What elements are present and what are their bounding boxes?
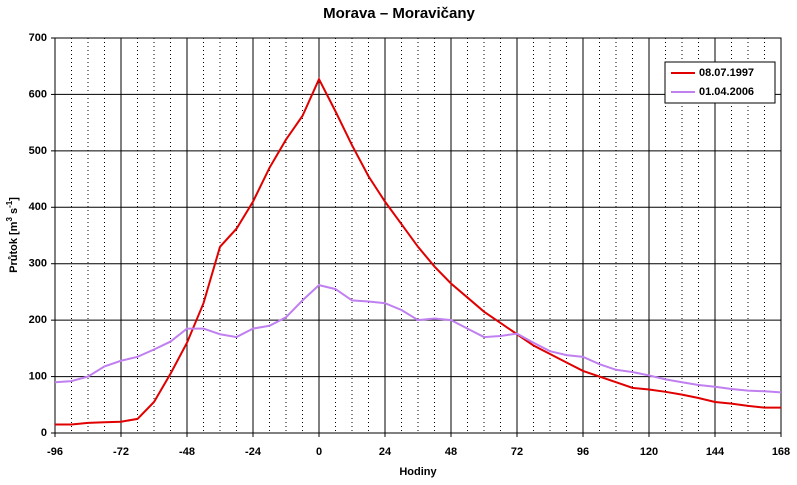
x-tick-label: 48 xyxy=(445,446,457,458)
y-tick-label: 600 xyxy=(29,88,47,100)
x-tick-label: -48 xyxy=(179,446,195,458)
legend-box xyxy=(664,61,776,104)
x-tick-label: 168 xyxy=(772,446,790,458)
x-tick-label: 0 xyxy=(316,446,322,458)
x-axis-label: Hodiny xyxy=(399,466,437,478)
y-axis-label-part: ] xyxy=(8,197,20,201)
series-line xyxy=(55,76,781,426)
y-tick-label: 400 xyxy=(29,201,47,213)
x-tick-label: 144 xyxy=(706,446,725,458)
y-tick-label: 700 xyxy=(29,32,47,44)
x-tick-label: -24 xyxy=(245,446,262,458)
x-tick-label: -96 xyxy=(47,446,63,458)
x-tick-label: 120 xyxy=(640,446,658,458)
x-tick-label: -72 xyxy=(113,446,129,458)
series-line xyxy=(54,284,782,394)
y-tick-label: 200 xyxy=(29,314,47,326)
y-tick-label: 500 xyxy=(29,145,47,157)
legend-label: 08.07.1997 xyxy=(699,67,754,79)
plot-border xyxy=(54,37,782,434)
x-tick-label: 96 xyxy=(577,446,589,458)
legend-label: 01.04.2006 xyxy=(699,86,754,98)
y-axis-label-part: -1 xyxy=(5,200,14,208)
y-tick-label: 0 xyxy=(41,427,47,439)
y-tick-label: 100 xyxy=(29,370,47,382)
y-axis-label-part: Průtok [m xyxy=(8,221,20,273)
y-axis-label: Průtok [m3 s-1] xyxy=(5,197,20,273)
x-tick-label: 72 xyxy=(511,446,523,458)
y-tick-label: 300 xyxy=(29,258,47,270)
y-axis-label-part: 3 xyxy=(5,217,14,222)
x-tick-label: 24 xyxy=(379,446,392,458)
y-axis-label-part: s xyxy=(8,208,20,217)
chart-title: Morava – Moravičany xyxy=(323,5,475,22)
